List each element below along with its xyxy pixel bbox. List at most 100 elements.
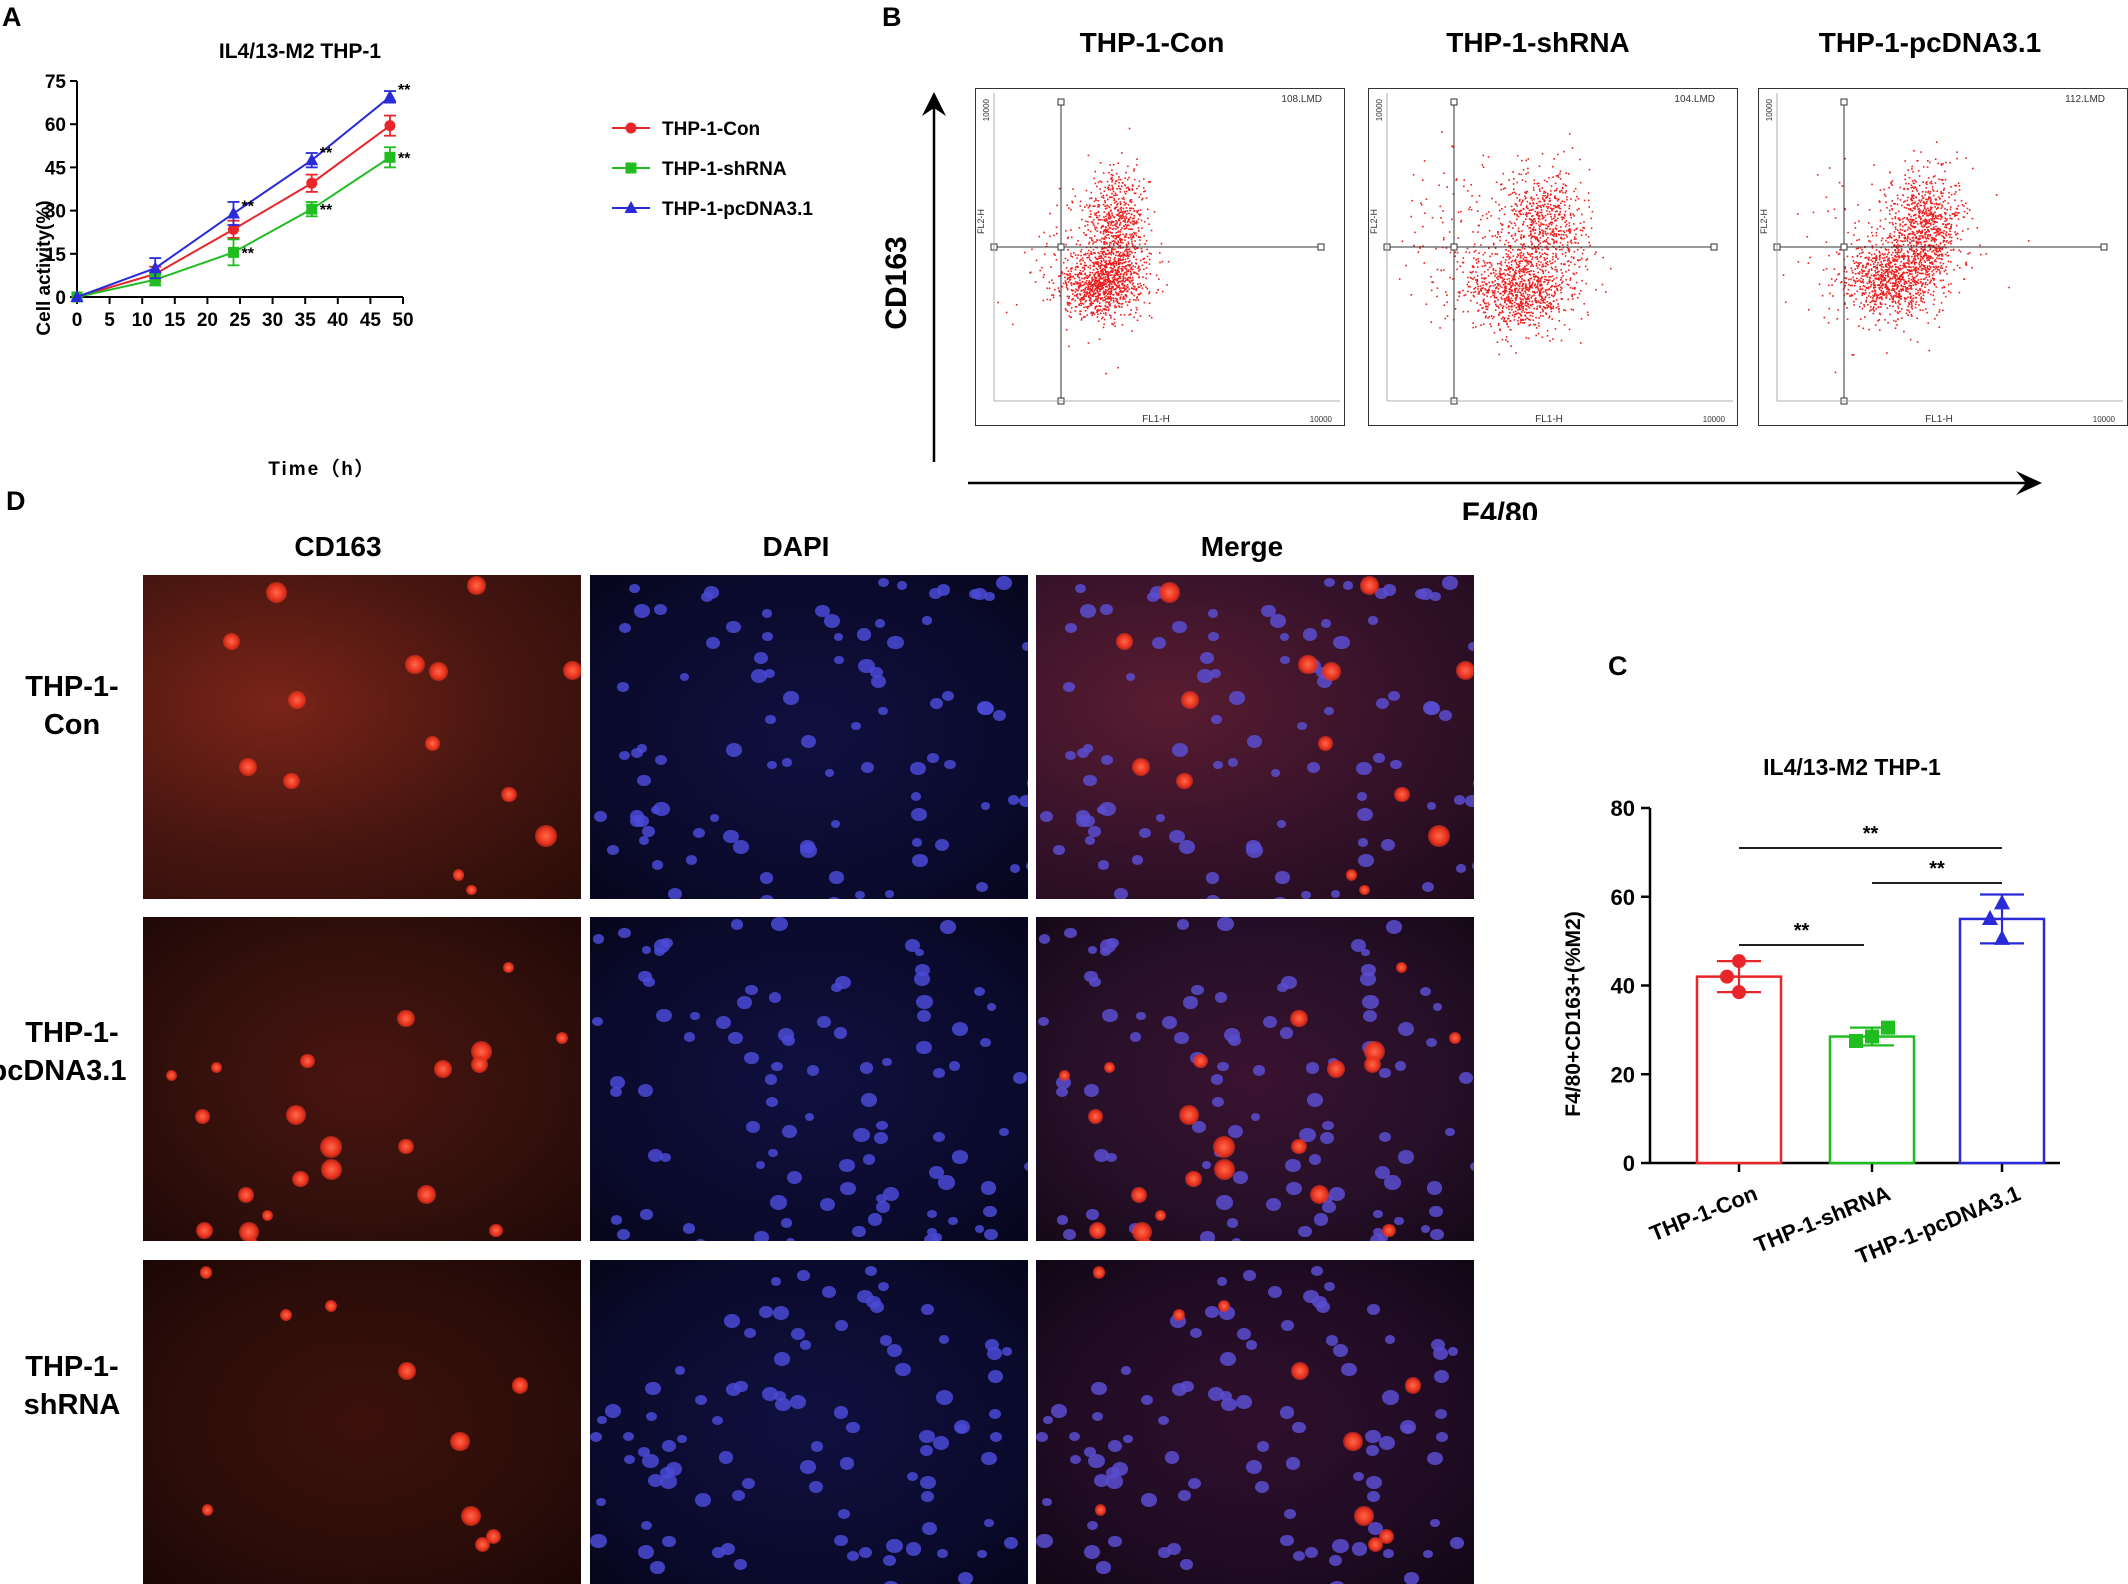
nucleus <box>1191 985 1204 996</box>
nucleus <box>1126 673 1135 681</box>
x-tick-label: 25 <box>229 310 251 331</box>
nucleus <box>797 1270 809 1281</box>
cd163-positive-cell <box>288 691 306 709</box>
chart-a-xlabel: Time（h） <box>268 457 376 480</box>
nucleus <box>634 604 650 618</box>
nucleus <box>1426 1038 1437 1048</box>
nucleus <box>984 1229 998 1241</box>
nucleus <box>1434 1370 1449 1383</box>
data-point <box>227 206 240 218</box>
nucleus <box>716 1016 732 1029</box>
nucleus <box>887 636 903 650</box>
nucleus <box>874 1132 888 1144</box>
nucleus <box>815 605 830 618</box>
nucleus <box>1363 1010 1377 1022</box>
nucleus <box>630 810 644 822</box>
nucleus <box>1420 987 1431 996</box>
nucleus <box>1251 1113 1260 1121</box>
cd163-positive-cell <box>1382 1224 1396 1238</box>
nucleus <box>1381 839 1395 851</box>
nucleus <box>619 751 630 760</box>
cd163-positive-cell <box>196 1222 213 1239</box>
nucleus <box>1307 762 1320 773</box>
nucleus <box>1228 1035 1241 1046</box>
nucleus <box>834 1406 849 1419</box>
nucleus <box>1435 1409 1447 1419</box>
nucleus <box>695 1493 711 1507</box>
nucleus <box>897 581 907 589</box>
nucleus <box>1141 1395 1153 1405</box>
nucleus <box>1320 1132 1334 1144</box>
micro-image-cd163 <box>143 1260 581 1584</box>
nucleus <box>712 1416 723 1425</box>
nucleus <box>1177 919 1189 929</box>
nucleus <box>1172 621 1187 634</box>
nucleus <box>920 1445 933 1456</box>
flow-events <box>1783 141 2030 373</box>
nucleus <box>1077 748 1089 758</box>
nucleus <box>1063 682 1074 692</box>
nucleus <box>1324 578 1335 587</box>
nucleus <box>1208 609 1219 618</box>
nucleus <box>677 1435 687 1443</box>
nucleus <box>1333 636 1349 650</box>
y-tick-label: 30 <box>45 202 66 223</box>
nucleus <box>825 769 834 777</box>
nucleus <box>1206 872 1220 884</box>
nucleus <box>1459 1072 1473 1084</box>
nucleus <box>1439 710 1452 721</box>
nucleus <box>1331 890 1340 898</box>
nucleus <box>1366 1476 1382 1489</box>
nucleus <box>1324 707 1334 715</box>
cd163-positive-cell <box>1095 1504 1106 1515</box>
nucleus <box>618 928 631 939</box>
nucleus <box>690 1012 700 1020</box>
nucleus <box>1183 996 1198 1008</box>
nucleus <box>1042 1498 1052 1506</box>
nucleus <box>817 1016 831 1028</box>
nucleus <box>1220 1352 1236 1365</box>
bar <box>1830 1037 1914 1163</box>
cd163-positive-cell <box>461 1506 481 1526</box>
panel-letter-b: B <box>882 2 902 32</box>
panel-letter-c: C <box>1608 651 1628 681</box>
cd163-positive-cell <box>283 773 299 789</box>
nucleus <box>760 872 774 884</box>
replicate-point <box>1720 970 1734 984</box>
nucleus <box>1053 845 1064 855</box>
nucleus <box>1286 1457 1301 1470</box>
nucleus <box>1367 1304 1380 1315</box>
replicate-point <box>1881 1021 1895 1035</box>
nucleus <box>875 619 885 627</box>
legend-marker <box>626 163 637 174</box>
y-tick-label: 15 <box>45 245 67 266</box>
nucleus <box>756 1161 766 1169</box>
cd163-positive-cell <box>1291 1362 1309 1380</box>
nucleus <box>1202 1161 1212 1169</box>
nucleus <box>642 1454 659 1468</box>
nucleus <box>800 1460 816 1474</box>
nucleus <box>1286 1182 1302 1195</box>
nucleus <box>1382 1390 1399 1404</box>
nucleus <box>1152 637 1167 649</box>
nucleus <box>1212 1097 1224 1107</box>
nucleus <box>916 995 933 1009</box>
nucleus <box>801 735 816 748</box>
cd163-positive-cell <box>489 1224 503 1238</box>
nucleus <box>1022 642 1028 651</box>
nucleus <box>760 895 774 899</box>
nucleus <box>790 1395 806 1409</box>
nucleus <box>1088 1454 1105 1468</box>
nucleus <box>983 1206 997 1218</box>
cd163-positive-cell <box>1359 885 1370 896</box>
nucleus <box>1322 1121 1333 1131</box>
nucleus <box>807 1065 820 1076</box>
cd163-positive-cell <box>486 1529 501 1544</box>
nucleus <box>1114 888 1128 899</box>
legend-label: THP-1-pcDNA3.1 <box>662 199 813 220</box>
flow-y-axis-label: CD163 <box>880 236 913 329</box>
nucleus <box>915 964 929 976</box>
nucleus <box>800 1340 812 1350</box>
nucleus <box>1281 1320 1294 1331</box>
nucleus <box>744 1328 756 1338</box>
